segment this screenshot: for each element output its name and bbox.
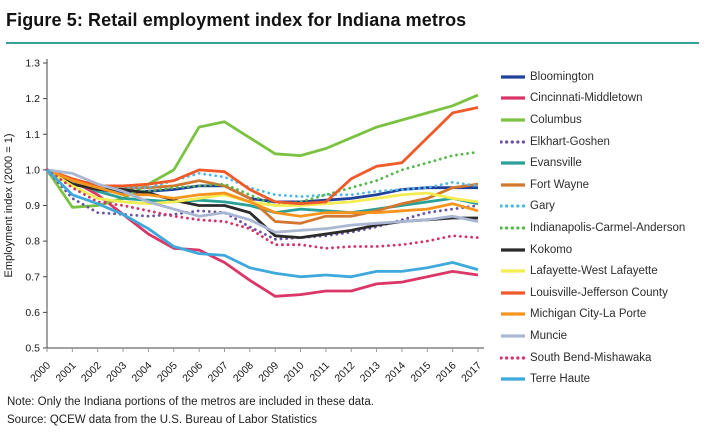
x-axis-tick-label: 2005 [155,360,180,385]
legend-item: Terre Haute [500,368,705,390]
legend-label: Muncie [530,329,568,342]
legend-label: Gary [530,200,555,213]
legend-item: Indianapolis-Carmel-Anderson [500,217,705,239]
legend-swatch-solid-line-icon [501,118,525,122]
x-axis-tick-label: 2000 [28,360,53,385]
legend-label: Terre Haute [530,373,591,386]
legend-item: Gary [500,196,705,218]
legend-swatch-solid-line-icon [501,312,525,316]
series-line-gary [45,168,480,199]
legend-item: Elkhart-Goshen [500,131,705,153]
x-axis-tick-label: 2003 [104,360,129,385]
legend-swatch-solid-line-icon [501,377,525,381]
y-axis-tick-label: 1.1 [25,129,40,141]
legend-item: Lafayette-West Lafayette [500,260,705,282]
legend-swatch-dotted-line-icon [500,204,526,208]
legend-item: Louisville-Jefferson County [500,282,705,304]
legend-label: Cincinnati-Middletown [530,92,643,105]
note-text: Note: Only the Indiana portions of the m… [7,396,374,408]
legend-item: South Bend-Mishawaka [500,347,705,369]
legend-item: Muncie [500,325,705,347]
x-axis-tick-label: 2017 [459,360,484,385]
line-chart: 0.5 0.6 0.7 0.8 0.9 1.0 1.1 1.2 1.3 2000 2001 2002 2… [0,52,705,388]
y-axis-tick-label: 0.7 [25,271,40,283]
legend-label: Columbus [530,113,582,126]
series-line-michigan-city-la-porte [46,168,479,218]
x-axis-tick-label: 2009 [256,360,281,385]
source-text: Source: QCEW data from the U.S. Bureau o… [7,414,317,426]
x-axis-tick-label: 2013 [358,360,383,385]
legend-swatch-solid-line-icon [501,291,525,295]
legend-swatch-dotted-line-icon [500,139,526,144]
legend-swatch-solid-line-icon [501,75,525,79]
y-axis-tick-label: 0.6 [25,307,40,319]
series-line-south-bend-mishawaka [45,168,480,250]
x-axis-tick-label: 2015 [408,360,433,385]
y-axis-tick-label: 1.0 [25,164,40,176]
x-axis-tick-label: 2007 [206,360,231,385]
x-axis-tick-label: 2010 [282,360,307,385]
x-axis-tick-label: 2004 [130,360,155,385]
legend-swatch-solid-line-icon [501,247,525,252]
title-underline [6,42,699,44]
legend-item: Fort Wayne [500,174,705,196]
series-line-terre-haute [46,168,479,279]
legend-label: Bloomington [530,70,594,83]
figure-title: Figure 5: Retail employment index for In… [6,10,467,30]
y-axis-label: Employment index (2000 = 1) [3,134,15,278]
series-line-columbus [45,93,479,209]
legend-label: South Bend-Mishawaka [530,351,652,364]
series-line-fort-wayne [46,168,479,225]
y-axis-tick-label: 1.3 [25,58,40,70]
legend-swatch-dotted-line-icon [500,226,526,230]
x-axis-tick-label: 2008 [231,360,256,385]
x-axis-tick-label: 2016 [434,360,459,385]
legend-label: Kokomo [530,243,573,256]
series-line-louisville-jefferson-county [46,106,479,206]
legend-item: Michigan City-La Porte [500,304,705,326]
legend-swatch-dotted-line-icon [500,355,526,360]
legend: Bloomington Cincinnati-Middletown Columbus… [500,66,705,390]
legend-label: Evansville [530,157,582,170]
legend-swatch-solid-line-icon [501,183,525,187]
x-axis-tick-label: 2002 [79,360,104,385]
series-line-lafayette-west-lafayette [46,168,479,207]
y-axis-tick-label: 1.2 [25,93,40,105]
series-line-muncie [46,168,479,234]
legend-label: Michigan City-La Porte [530,308,647,321]
legend-label: Elkhart-Goshen [530,135,610,148]
legend-item: Evansville [500,152,705,174]
legend-item: Columbus [500,109,705,131]
x-axis-tick-label: 2006 [180,360,205,385]
legend-item: Kokomo [500,239,705,261]
legend-swatch-solid-line-icon [501,269,525,273]
x-axis-tick-label: 2014 [383,360,408,385]
x-axis-tick-label: 2001 [53,360,78,385]
legend-swatch-solid-line-icon [501,96,525,100]
y-axis-tick-label: 0.8 [25,236,40,248]
legend-label: Lafayette-West Lafayette [530,265,658,278]
y-axis-tick-label: 0.9 [25,200,40,212]
legend-swatch-solid-line-icon [501,161,525,165]
series-line-indianapolis-carmel-anderson [45,150,480,207]
x-axis-tick-label: 2012 [332,360,357,385]
legend-item: Bloomington [500,66,705,88]
legend-label: Fort Wayne [530,178,590,191]
x-axis-tick-label: 2011 [308,360,333,385]
legend-label: Louisville-Jefferson County [530,286,668,299]
legend-item: Cincinnati-Middletown [500,88,705,110]
y-axis-tick-label: 0.5 [25,343,40,355]
legend-swatch-solid-line-icon [501,334,525,338]
legend-label: Indianapolis-Carmel-Anderson [530,221,686,234]
